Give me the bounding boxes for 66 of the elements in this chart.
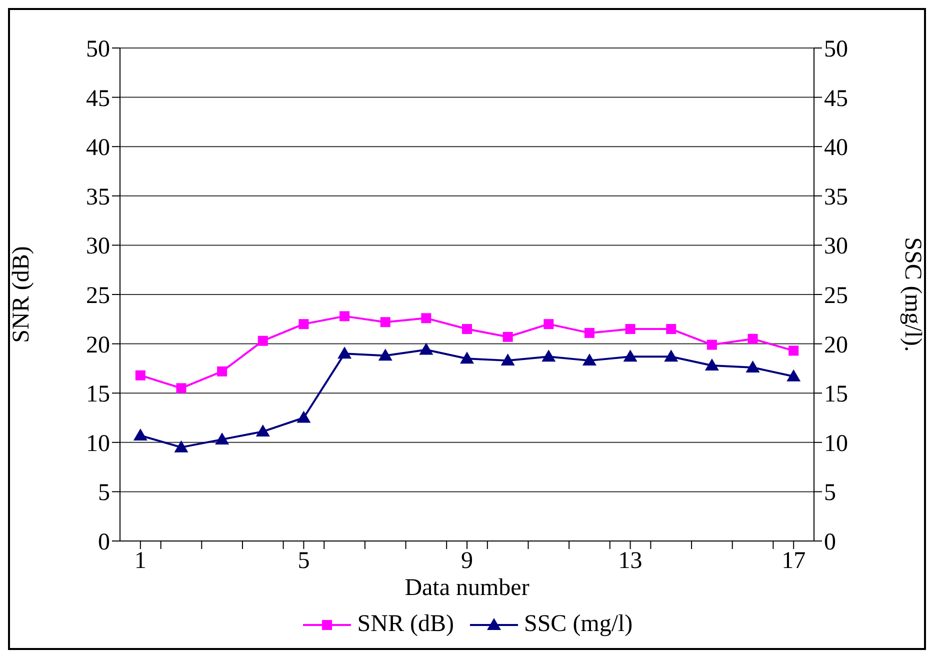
point (340, 311, 350, 322)
y-tick-label: 30 (86, 234, 110, 260)
y-tick-label: 35 (86, 184, 110, 210)
point (500, 354, 515, 366)
point (256, 424, 270, 437)
point (135, 370, 146, 380)
point (625, 324, 636, 334)
point (502, 332, 513, 342)
point (664, 350, 678, 362)
point (298, 319, 309, 330)
point (542, 350, 556, 362)
y-tick-label: 0 (98, 530, 110, 556)
point (584, 328, 594, 338)
y2-tick-label: 30 (824, 234, 848, 260)
point (296, 410, 311, 423)
point (706, 340, 717, 350)
y-tick-label: 5 (98, 480, 110, 506)
y2-tick-label: 40 (824, 135, 848, 162)
y-tick-label: 20 (86, 332, 110, 358)
y2-tick-label: 5 (824, 480, 836, 506)
y-tick-label: 15 (86, 382, 110, 408)
y2-tick-label: 15 (824, 382, 848, 408)
point (704, 358, 719, 370)
point (748, 334, 758, 344)
point (786, 369, 801, 382)
y-tick-label: 25 (86, 283, 110, 310)
point (217, 366, 228, 376)
y-tick-label: 50 (86, 36, 110, 63)
y-tick-label: 45 (86, 86, 110, 112)
x-tick-label: 13 (618, 548, 642, 574)
point (666, 324, 676, 334)
y-axis-title: SNR (dB) (8, 246, 35, 343)
x-tick-label: 17 (782, 548, 806, 574)
point (176, 383, 186, 394)
x-tick-label: 9 (461, 548, 473, 574)
y-tick-label: 40 (86, 135, 110, 162)
x-axis-title: Data number (404, 575, 530, 601)
legend-label: SSC (mg/l) (524, 611, 633, 638)
y2-tick-label: 50 (824, 36, 848, 63)
point (421, 313, 432, 324)
point (338, 346, 352, 359)
point (419, 342, 434, 355)
point (215, 432, 230, 444)
point (258, 336, 268, 346)
y-tick-label: 10 (86, 430, 110, 457)
y2-tick-label: 10 (824, 430, 848, 457)
legend-label: SNR (dB) (357, 611, 454, 638)
y2-tick-label: 0 (824, 530, 836, 556)
point (623, 350, 638, 362)
point (174, 440, 188, 452)
point (380, 317, 390, 328)
point (746, 360, 760, 372)
point (133, 428, 148, 440)
y2-tick-label: 25 (824, 283, 848, 310)
point (582, 354, 596, 366)
point (544, 319, 554, 330)
x-tick-label: 5 (298, 548, 310, 574)
point (462, 324, 472, 334)
y2-tick-label: 20 (824, 332, 848, 358)
y2-tick-label: 45 (824, 86, 848, 112)
y2-axis-title: SSC (mg/l). (899, 237, 926, 352)
y2-tick-label: 35 (824, 184, 848, 210)
x-tick-label: 1 (134, 548, 146, 574)
point (378, 348, 392, 361)
point (460, 352, 474, 364)
point (788, 346, 799, 356)
